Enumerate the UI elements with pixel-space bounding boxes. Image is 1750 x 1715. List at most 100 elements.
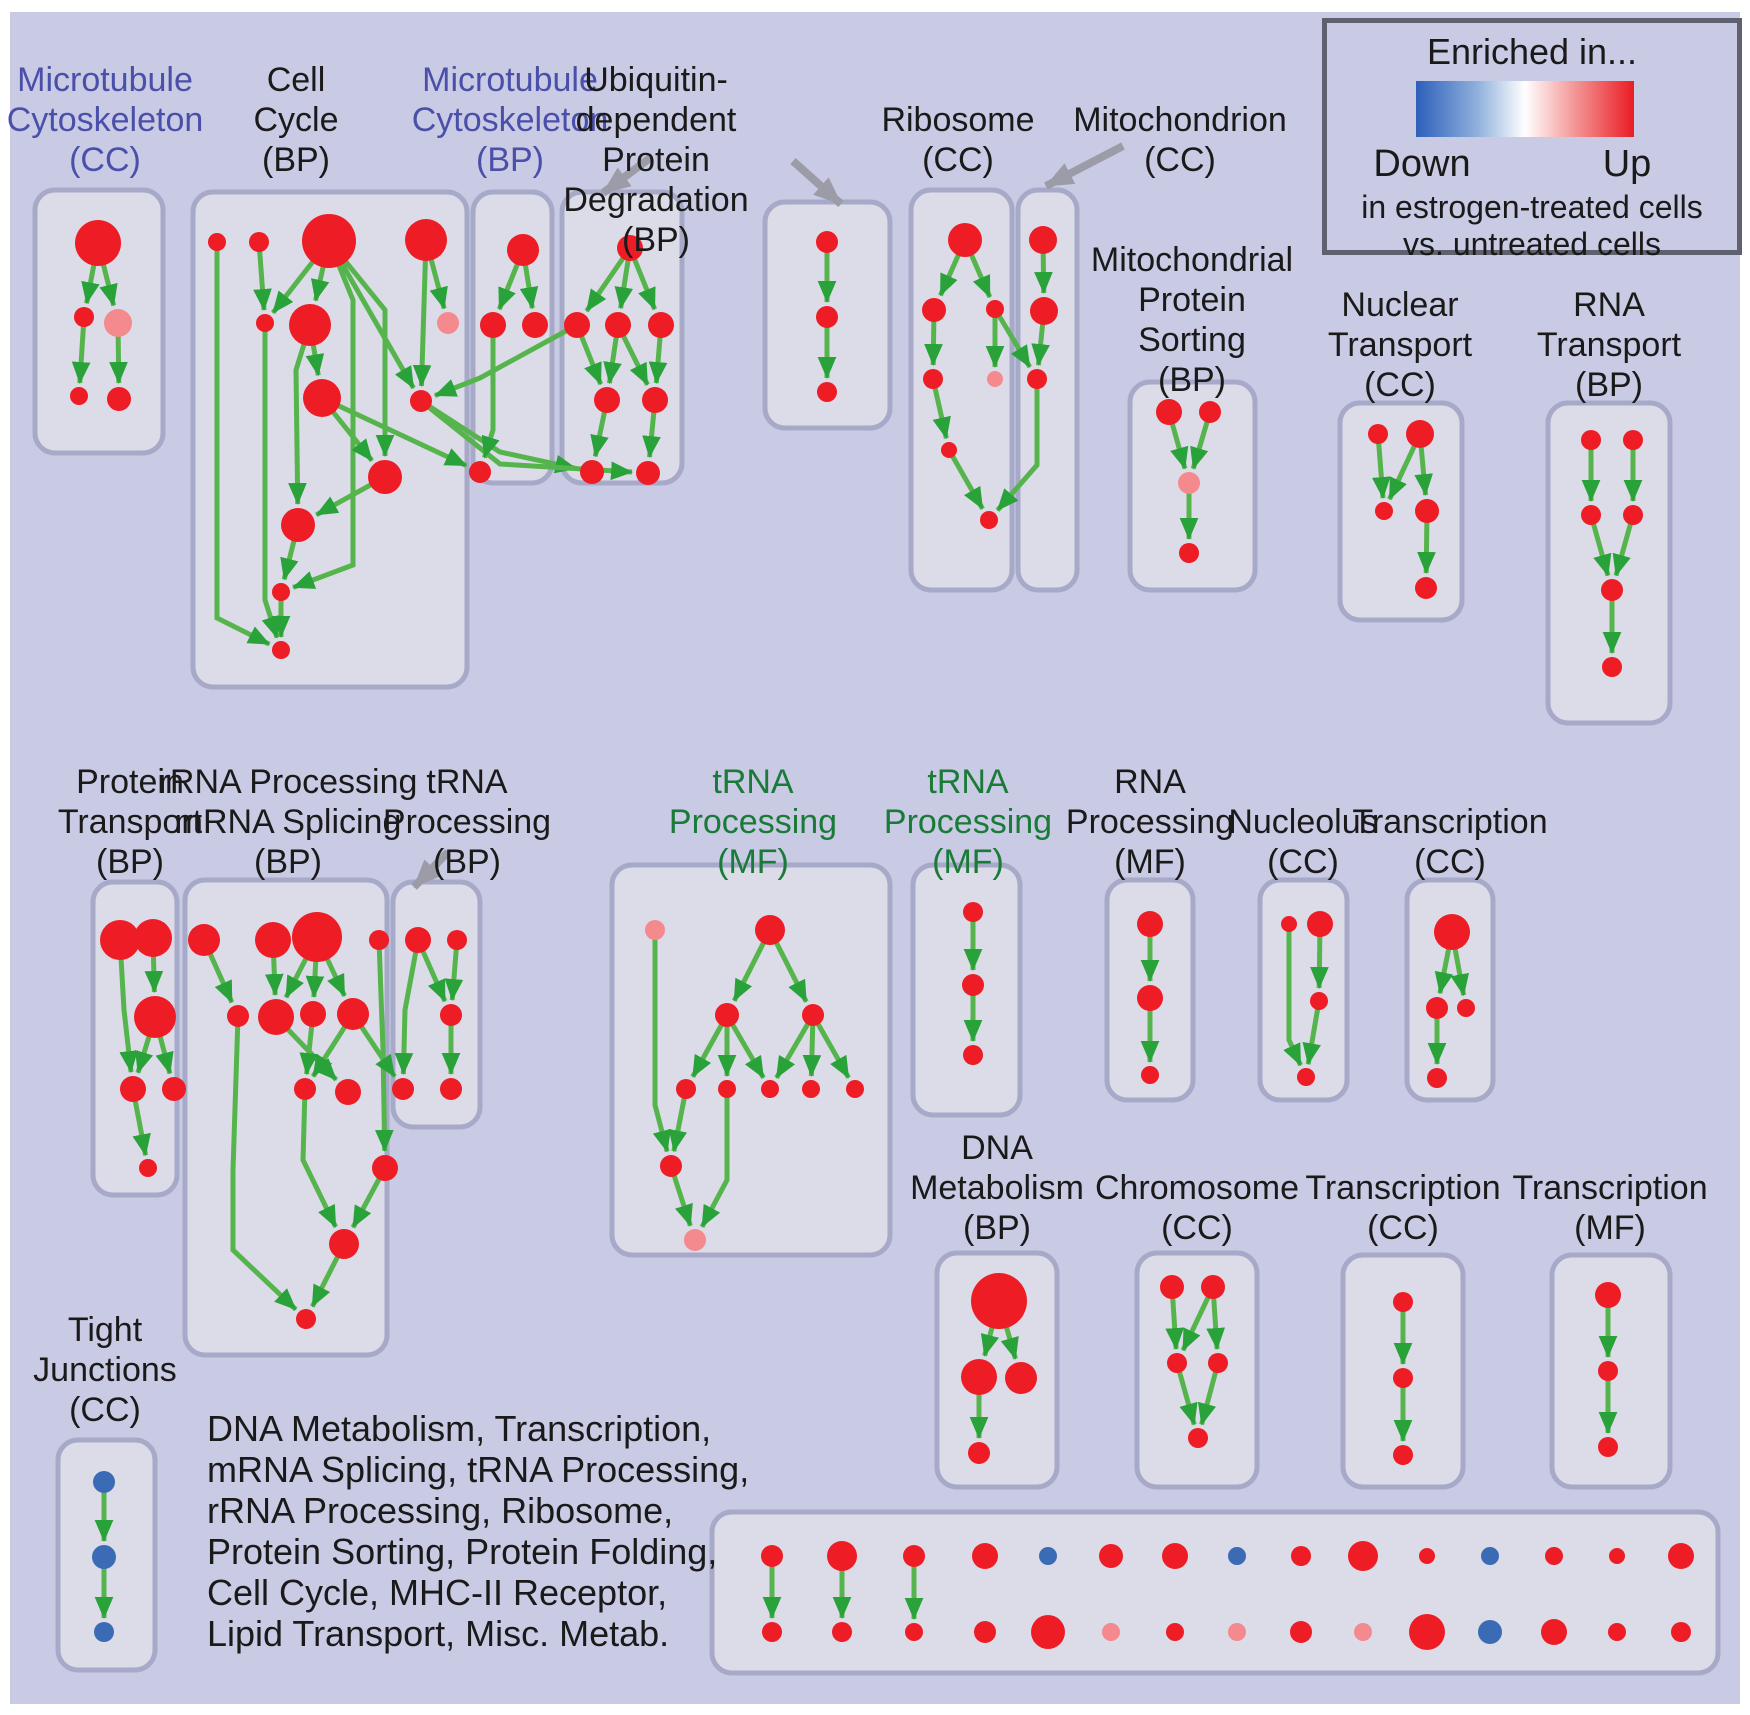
- go-term-node-cc12: [272, 583, 290, 601]
- cluster-box-mt_cc: [32, 187, 166, 456]
- go-term-node-tj3: [94, 1622, 114, 1642]
- go-term-node-tf2: [1598, 1361, 1618, 1381]
- go-term-node-mA4: [972, 1543, 998, 1569]
- go-term-node-tb3: [440, 1004, 462, 1026]
- label-callout-arrow-3: [1044, 142, 1125, 190]
- go-term-node-dm3: [1005, 1362, 1037, 1394]
- go-term-node-rb7: [980, 511, 998, 529]
- go-term-node-tm8: [802, 1080, 820, 1098]
- go-term-node-mtcc1: [75, 220, 121, 266]
- go-term-node-ch3: [1167, 1353, 1187, 1373]
- cluster-box-chromosome: [1134, 1250, 1260, 1490]
- edge-arrow-rr5-rr13: [230, 1015, 298, 1312]
- go-term-node-cc9: [410, 390, 432, 412]
- go-term-node-mA3: [903, 1545, 925, 1567]
- go-term-node-mi2: [1030, 297, 1058, 325]
- go-term-node-tm4: [802, 1004, 824, 1026]
- go-term-node-mB6: [1102, 1623, 1120, 1641]
- legend-subtitle-line1: in estrogen-treated cells: [1361, 189, 1703, 225]
- go-term-node-mp2: [1199, 401, 1221, 423]
- go-term-node-rr8: [337, 998, 369, 1030]
- go-term-node-cc10: [368, 460, 402, 494]
- legend-up-label: Up: [1602, 143, 1652, 185]
- go-term-node-tm1: [645, 920, 665, 940]
- misc-note-line: Lipid Transport, Misc. Metab.: [207, 1613, 670, 1654]
- go-term-node-tc2: [1393, 1368, 1413, 1388]
- go-term-node-rt1: [1581, 430, 1601, 450]
- go-term-node-pt6: [139, 1159, 157, 1177]
- go-term-node-dm4: [968, 1442, 990, 1464]
- go-term-node-rr3: [292, 912, 342, 962]
- edge-arrow-cc3-cc10: [327, 239, 395, 457]
- edge-arrow-tm5-tm10: [668, 1088, 689, 1153]
- go-term-node-tm10: [660, 1155, 682, 1177]
- go-term-node-rb2: [922, 298, 946, 322]
- go-term-node-pt5: [162, 1077, 186, 1101]
- go-term-node-pt2: [134, 919, 172, 957]
- go-term-node-mtb_t: [507, 234, 539, 266]
- go-term-node-nuc3: [1310, 992, 1328, 1010]
- edge-arrow-cc8-mtb_b: [320, 395, 468, 468]
- go-term-node-ub_4: [594, 387, 620, 413]
- go-term-node-cc8: [303, 379, 341, 417]
- go-term-node-mB1: [762, 1622, 782, 1642]
- edge-arrow-nuc3-nuc4: [1302, 1000, 1322, 1066]
- go-term-node-tms3: [963, 1045, 983, 1065]
- edge-arrow-nt1-nt3: [1372, 433, 1391, 500]
- go-term-node-tm5: [676, 1079, 696, 1099]
- go-term-node-mA14: [1609, 1548, 1625, 1564]
- go-term-node-mi3: [1027, 369, 1047, 389]
- legend-subtitle-line2: vs. untreated cells: [1403, 226, 1661, 262]
- go-term-node-tj1: [93, 1471, 115, 1493]
- legend-down-label: Down: [1373, 143, 1471, 185]
- label-callout-arrow-4: [411, 849, 451, 890]
- go-term-node-tf1: [1595, 1282, 1621, 1308]
- edge-arrow-cc9-ub_6: [419, 398, 578, 474]
- go-term-node-rb6: [941, 442, 957, 458]
- go-term-node-mA6: [1099, 1544, 1123, 1568]
- go-term-node-nt2: [1406, 420, 1434, 448]
- go-term-node-rr4: [369, 930, 389, 950]
- cluster-box-mito: [1015, 187, 1080, 593]
- misc-clusters-note: DNA Metabolism, Transcription, mRNA Spli…: [207, 1408, 749, 1654]
- go-term-node-rt2: [1623, 430, 1643, 450]
- go-term-node-tf3: [1598, 1437, 1618, 1457]
- go-term-node-rt4: [1623, 505, 1643, 525]
- go-term-node-rr12: [329, 1229, 359, 1259]
- go-term-node-nt4: [1415, 499, 1439, 523]
- go-term-node-tb1: [405, 927, 431, 953]
- go-term-node-ub_7: [636, 461, 660, 485]
- go-term-node-mA7: [1162, 1543, 1188, 1569]
- go-term-node-ub_3: [648, 312, 674, 338]
- go-term-node-cc1: [208, 233, 226, 251]
- edge-arrow-mtb_1-mtb_b: [481, 325, 500, 459]
- go-term-node-mA9: [1291, 1546, 1311, 1566]
- edge-arrow-rb6-rb7: [946, 448, 985, 510]
- go-term-node-cc11: [281, 508, 315, 542]
- go-term-node-mB14: [1608, 1623, 1626, 1641]
- go-term-node-rr9: [294, 1078, 316, 1100]
- nodes-layer: [70, 214, 1694, 1650]
- go-term-node-mA10: [1348, 1541, 1378, 1571]
- go-term-node-mB5: [1031, 1615, 1065, 1649]
- go-term-node-tms1: [963, 902, 983, 922]
- go-term-node-cc5: [256, 314, 274, 332]
- edge-arrow-cc3-cc9: [326, 239, 416, 390]
- go-term-node-cc6: [289, 304, 331, 346]
- go-term-node-rr10: [335, 1079, 361, 1105]
- misc-note-line: rRNA Processing, Ribosome,: [207, 1490, 674, 1531]
- go-term-node-mB3: [905, 1623, 923, 1641]
- go-term-node-mA13: [1545, 1547, 1563, 1565]
- go-term-node-mp3: [1178, 472, 1200, 494]
- edge-arrow-rr4-rr11: [374, 939, 394, 1152]
- label-callout-arrow-2: [790, 158, 844, 207]
- go-term-node-nt1: [1368, 424, 1388, 444]
- go-term-node-mA1: [761, 1545, 783, 1567]
- go-term-node-mtb_1: [480, 312, 506, 338]
- go-term-node-mB12: [1478, 1620, 1502, 1644]
- go-term-node-mB2: [832, 1622, 852, 1642]
- edge-arrow-rb3-mi3: [992, 307, 1032, 369]
- edge-arrow-mi3-rb7: [995, 379, 1040, 512]
- edge-arrow-mtcc2-mtcc4: [71, 316, 91, 385]
